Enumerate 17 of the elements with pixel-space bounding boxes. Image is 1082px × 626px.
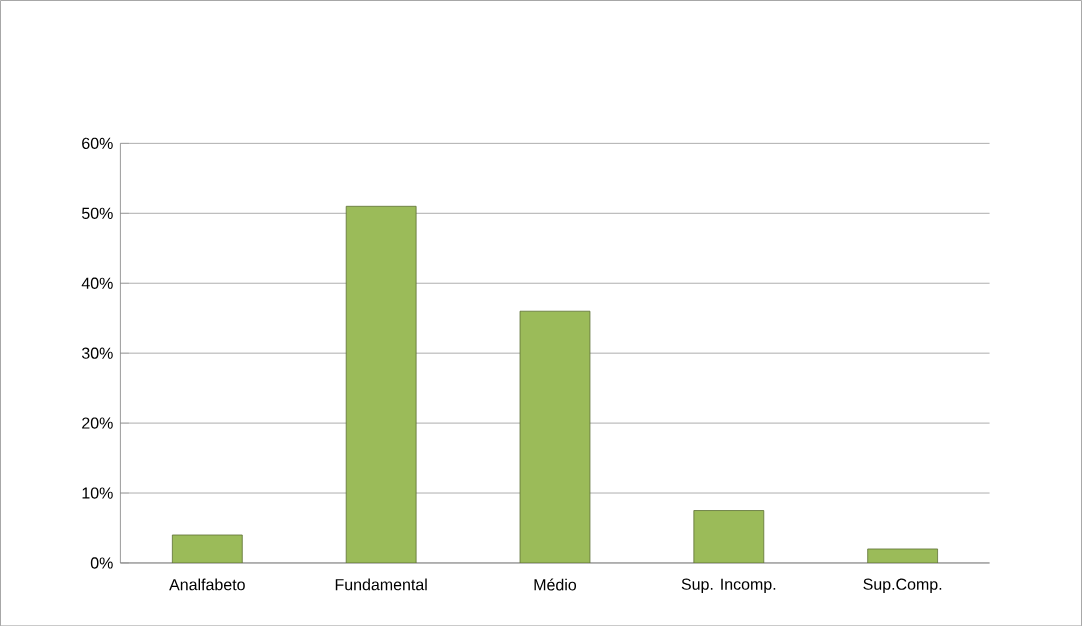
y-tick-label: 20% [82,417,113,429]
x-tick-label: Analfabeto [169,578,245,591]
bar [171,534,243,563]
x-tick-label: Sup.Comp. [863,578,942,593]
y-tick-label: 60% [82,137,113,149]
y-tick-label: 30% [81,347,113,359]
y-tick-label: 40% [81,277,113,289]
y-tick-label: 10% [82,487,113,499]
bar [693,509,765,563]
bar [519,310,591,563]
y-tick-label: 0% [90,557,113,569]
bar [867,548,939,563]
bar [345,205,417,563]
x-tick-label: Médio [534,578,577,591]
y-tick-label: 50% [81,207,113,219]
x-tick-label: Fundamental [335,578,427,591]
x-tick-label: Sup. Incomp. [681,578,776,593]
